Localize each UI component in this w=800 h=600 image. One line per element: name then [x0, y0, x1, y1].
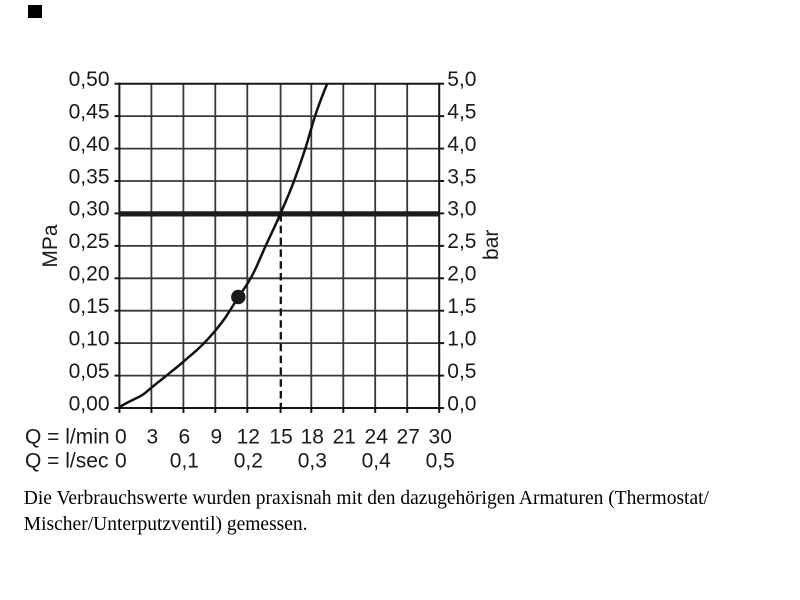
svg-text:0,10: 0,10: [69, 327, 110, 350]
svg-text:2,0: 2,0: [447, 263, 476, 286]
svg-text:4,0: 4,0: [447, 133, 476, 156]
svg-text:30: 30: [429, 425, 452, 448]
svg-text:0,00: 0,00: [69, 392, 110, 415]
svg-text:0,05: 0,05: [69, 360, 110, 383]
svg-text:Q = l/sec: Q = l/sec: [25, 450, 108, 473]
svg-text:21: 21: [333, 425, 356, 448]
svg-text:0,15: 0,15: [69, 295, 110, 318]
svg-text:3: 3: [147, 425, 159, 448]
svg-text:MPa: MPa: [39, 224, 62, 268]
svg-text:9: 9: [210, 425, 222, 448]
svg-text:0,1: 0,1: [170, 450, 199, 473]
svg-text:0,0: 0,0: [447, 392, 476, 415]
svg-text:Mischer/Unterputzventil) gemes: Mischer/Unterputzventil) gemessen.: [24, 514, 308, 535]
svg-text:0: 0: [115, 450, 127, 473]
svg-text:15: 15: [269, 425, 292, 448]
svg-text:0: 0: [115, 425, 127, 448]
svg-text:12: 12: [237, 425, 260, 448]
svg-text:0,5: 0,5: [426, 450, 455, 473]
svg-text:3,5: 3,5: [447, 165, 476, 188]
svg-text:0,4: 0,4: [362, 450, 392, 473]
svg-text:4,5: 4,5: [447, 100, 476, 123]
svg-text:0,3: 0,3: [298, 450, 327, 473]
svg-text:0,35: 0,35: [69, 165, 110, 188]
svg-text:0,30: 0,30: [69, 198, 110, 221]
svg-text:0,50: 0,50: [69, 68, 110, 91]
svg-text:0,20: 0,20: [69, 263, 110, 286]
svg-text:0,45: 0,45: [69, 100, 110, 123]
svg-text:5,0: 5,0: [447, 68, 476, 91]
svg-text:0,2: 0,2: [234, 450, 263, 473]
svg-text:0,5: 0,5: [447, 360, 476, 383]
svg-text:27: 27: [397, 425, 420, 448]
svg-text:1,5: 1,5: [447, 295, 476, 318]
svg-text:Die Verbrauchswerte wurden pra: Die Verbrauchswerte wurden praxisnah mit…: [24, 488, 710, 509]
svg-text:6: 6: [179, 425, 191, 448]
svg-text:1,0: 1,0: [447, 327, 476, 350]
svg-text:2,5: 2,5: [447, 230, 476, 253]
svg-text:18: 18: [301, 425, 324, 448]
svg-text:24: 24: [365, 425, 389, 448]
svg-text:0,25: 0,25: [69, 230, 110, 253]
svg-text:Q = l/min: Q = l/min: [25, 425, 110, 448]
svg-text:3,0: 3,0: [447, 198, 476, 221]
svg-text:0,40: 0,40: [69, 133, 110, 156]
svg-text:bar: bar: [480, 230, 503, 260]
